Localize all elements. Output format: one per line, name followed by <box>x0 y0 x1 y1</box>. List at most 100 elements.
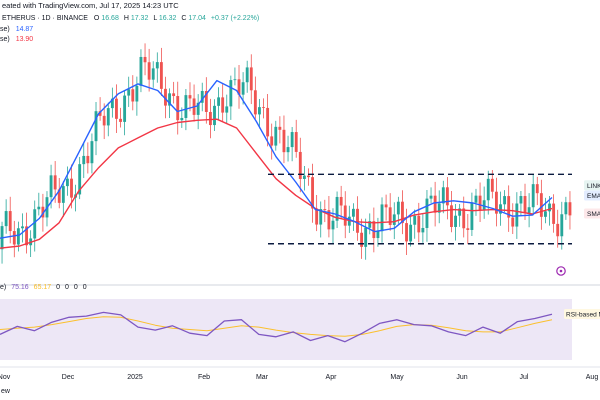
candle-body <box>368 221 372 228</box>
candle-body <box>21 226 24 229</box>
ema-legend-value: 14.87 <box>16 26 34 33</box>
candle-body <box>499 204 502 214</box>
candle-body <box>70 178 73 198</box>
tag-sma: SMA:0 <box>587 211 600 218</box>
candle-body <box>548 203 551 212</box>
sma-legend-value: 13.90 <box>16 36 34 43</box>
candle-body <box>396 201 400 215</box>
candle-body <box>503 196 507 205</box>
symbol-label: ETHERUS · 1D · BINANCE <box>2 15 88 22</box>
candle-body <box>217 97 221 106</box>
candle-body <box>176 96 180 121</box>
close-label: C <box>181 15 186 22</box>
candle-body <box>78 164 82 195</box>
ema-line <box>0 79 553 239</box>
candle-body <box>213 105 216 126</box>
candle-body <box>413 215 417 225</box>
close-value: 17.04 <box>188 15 206 22</box>
candle-body <box>315 208 319 225</box>
candle-body <box>323 209 327 211</box>
candle-body <box>360 232 364 247</box>
candle-body <box>380 204 384 232</box>
candle-body <box>110 98 114 109</box>
candle-body <box>311 177 314 209</box>
candle-body <box>372 221 376 239</box>
price-tags: LINKUSDEMASMA:0RSIRSI-based M <box>564 180 600 320</box>
candle-body <box>441 187 445 204</box>
candle-body <box>258 107 261 115</box>
candle-body <box>208 111 212 126</box>
candle-body <box>65 178 69 187</box>
candle-body <box>405 223 408 242</box>
candle-body <box>49 175 53 198</box>
candle-body <box>564 202 568 215</box>
candle-body <box>515 203 519 227</box>
candle-body <box>437 203 441 213</box>
candle-body <box>94 111 98 142</box>
tag-rsi-based: RSI-based M <box>566 312 600 319</box>
candle-body <box>556 223 560 237</box>
candle-body <box>343 205 347 226</box>
candle-body <box>123 95 127 122</box>
candle-body <box>470 202 474 230</box>
sma-line <box>0 118 553 249</box>
x-tick-jul: Jul <box>520 374 529 381</box>
open-value: 16.68 <box>101 15 119 22</box>
candle-body <box>433 195 437 213</box>
candle-body <box>86 155 90 164</box>
candle-body <box>351 208 355 217</box>
candle-body <box>188 95 192 99</box>
candle-body <box>233 79 237 81</box>
candle-body <box>131 89 135 102</box>
candle-body <box>196 102 200 115</box>
candle-body <box>221 97 225 113</box>
rsi-ma-line <box>0 316 553 337</box>
tag-price: LINKUSD <box>587 183 600 190</box>
candle-body <box>147 62 151 80</box>
candle-body <box>98 111 102 116</box>
tag-ema-bg <box>584 190 600 201</box>
rsi-line <box>0 311 553 343</box>
tag-sma-bg <box>584 208 600 219</box>
candle-body <box>155 62 159 69</box>
candle-body <box>490 178 494 192</box>
candle-body <box>474 195 478 203</box>
candle-body <box>262 107 265 108</box>
candle-body <box>356 208 359 233</box>
candle-body <box>478 195 482 211</box>
candle-body <box>409 224 413 242</box>
candle-body <box>37 206 41 210</box>
candle-body <box>266 107 270 137</box>
ema-legend: se) 14.87 <box>0 26 33 33</box>
x-tick-aug: Aug <box>586 374 599 381</box>
high-value: 17.32 <box>131 15 149 22</box>
candle-body <box>511 217 515 227</box>
candle-body <box>143 56 147 63</box>
candle-body <box>388 207 392 225</box>
candle-body <box>200 90 204 103</box>
candle-body <box>57 189 61 203</box>
candle-body <box>347 216 351 226</box>
candle-body <box>16 228 20 245</box>
candle-body <box>507 196 511 218</box>
candle-body <box>139 56 143 86</box>
change-value: +0.37 (+2.22%) <box>211 15 259 22</box>
header-line2: ETHERUS · 1D · BINANCE O 16.68 H 17.32 L… <box>2 15 259 22</box>
tag-ema: EMA <box>587 193 600 200</box>
ema-legend-label: se) <box>0 26 10 33</box>
x-tick-jun: Jun <box>456 374 467 381</box>
candle-body <box>331 220 335 230</box>
candle-body <box>319 209 323 225</box>
candle-body <box>458 208 462 216</box>
series-lines <box>0 79 553 343</box>
candle-body <box>184 95 188 118</box>
candle-body <box>486 178 490 201</box>
rsi-zero-4: 0 <box>83 284 87 291</box>
candle-body <box>462 208 466 229</box>
horizontal-levels <box>268 173 572 245</box>
candle-body <box>168 93 171 106</box>
candle-body <box>135 85 139 102</box>
alert-icon[interactable] <box>556 266 566 276</box>
